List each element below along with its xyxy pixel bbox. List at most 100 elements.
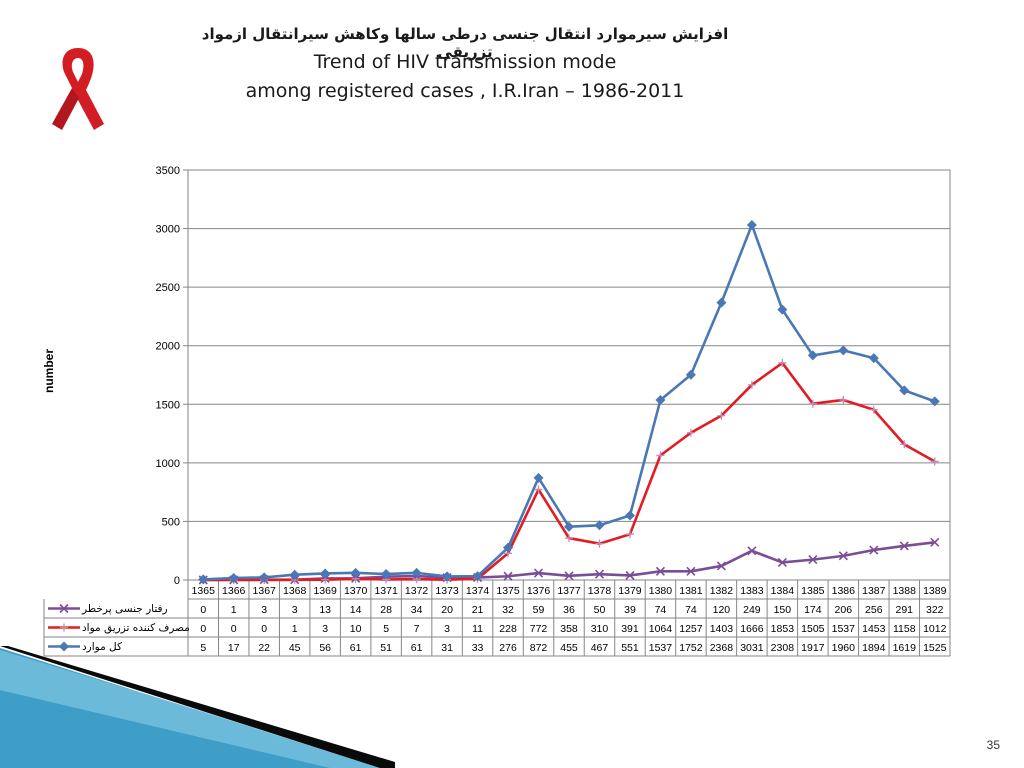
data-point <box>503 542 514 553</box>
data-point <box>442 571 453 582</box>
x-tick-label: 1366 <box>222 585 246 597</box>
table-cell: 61 <box>350 642 362 654</box>
data-point <box>655 566 666 576</box>
x-tick-label: 1380 <box>649 585 673 597</box>
data-point <box>564 521 574 532</box>
table-cell: 56 <box>319 642 331 654</box>
table-cell: 1 <box>292 623 298 635</box>
y-tick-label: 1500 <box>156 399 180 411</box>
x-tick-label: 1377 <box>557 585 581 597</box>
data-point <box>594 520 605 531</box>
y-tick-label: 2500 <box>156 282 180 294</box>
data-point <box>930 457 939 466</box>
table-cell: 2308 <box>771 642 795 654</box>
table-cell: 1917 <box>801 642 825 654</box>
table-cell: 7 <box>414 623 420 635</box>
x-tick-label: 1383 <box>740 585 764 597</box>
y-tick-label: 3500 <box>156 165 180 177</box>
data-point <box>777 304 788 315</box>
table-cell: 5 <box>200 642 206 654</box>
table-cell: 1012 <box>923 623 947 635</box>
plot-area <box>187 169 951 581</box>
table-cell: 0 <box>231 623 237 635</box>
table-cell: 3 <box>261 604 267 616</box>
data-point <box>868 353 879 364</box>
table-cell: 1666 <box>740 623 764 635</box>
x-tick-label: 1367 <box>253 585 277 597</box>
table-cell: 150 <box>774 604 792 616</box>
data-point <box>624 510 635 521</box>
table-cell: 249 <box>743 604 761 616</box>
y-tick-label: 3000 <box>156 224 180 236</box>
y-tick-label: 0 <box>174 575 180 587</box>
y-tick-label: 1000 <box>156 458 180 470</box>
table-cell: 74 <box>655 604 667 616</box>
data-point <box>533 472 544 483</box>
table-cell: 61 <box>411 642 423 654</box>
y-tick-label: 2000 <box>156 341 180 353</box>
legend-label: مصرف کننده تزریق مواد <box>82 622 190 634</box>
data-point <box>839 395 848 404</box>
y-tick-label: 500 <box>162 516 180 528</box>
data-point <box>595 539 604 548</box>
table-cell: 291 <box>896 604 914 616</box>
data-point <box>869 405 878 414</box>
series-line <box>203 361 936 582</box>
x-tick-label: 1386 <box>832 585 856 597</box>
title-english-line1: Trend of HIV transmission mode <box>313 51 617 73</box>
x-tick-label: 1372 <box>405 585 429 597</box>
legend-label: کل موارد <box>82 641 122 653</box>
table-cell: 59 <box>533 604 545 616</box>
table-cell: 1158 <box>893 623 916 635</box>
data-point <box>838 551 848 561</box>
data-point <box>686 428 695 437</box>
x-tick-label: 1387 <box>862 585 886 597</box>
table-cell: 206 <box>835 604 853 616</box>
data-point <box>564 571 574 581</box>
legend-marker <box>59 603 69 614</box>
table-cell: 174 <box>804 604 822 616</box>
table-cell: 10 <box>350 623 362 635</box>
table-cell: 2368 <box>710 642 734 654</box>
table-cell: 256 <box>865 604 883 616</box>
data-point <box>411 567 422 578</box>
table-cell: 31 <box>441 642 453 654</box>
x-tick-label: 1382 <box>710 585 734 597</box>
table-cell: 20 <box>441 604 453 616</box>
table-cell: 872 <box>530 642 548 654</box>
table-cell: 467 <box>591 642 609 654</box>
x-tick-label: 1368 <box>283 585 307 597</box>
table-cell: 3 <box>322 623 328 635</box>
table-cell: 28 <box>380 604 392 616</box>
data-point <box>929 396 940 407</box>
table-cell: 51 <box>380 642 392 654</box>
data-point <box>259 572 270 583</box>
table-cell: 3 <box>444 623 450 635</box>
data-point <box>686 566 696 576</box>
data-point <box>716 297 727 308</box>
data-point <box>228 573 239 584</box>
x-tick-label: 1385 <box>801 585 825 597</box>
data-point <box>381 569 392 580</box>
table-cell: 32 <box>502 604 514 616</box>
data-point <box>320 568 331 579</box>
data-point <box>747 380 756 389</box>
legend-marker <box>59 641 69 652</box>
table-cell: 1403 <box>710 623 734 635</box>
table-cell: 74 <box>685 604 697 616</box>
table-cell: 1960 <box>832 642 856 654</box>
table-cell: 1453 <box>862 623 886 635</box>
legend-marker <box>60 623 68 632</box>
table-cell: 1619 <box>893 642 917 654</box>
x-tick-label: 1378 <box>588 585 612 597</box>
data-point <box>534 485 543 494</box>
table-cell: 322 <box>926 604 944 616</box>
data-point <box>716 561 726 571</box>
table-cell: 39 <box>624 604 636 616</box>
data-point <box>777 557 787 567</box>
table-cell: 11 <box>472 623 483 635</box>
data-point <box>594 569 605 579</box>
data-point <box>289 569 300 580</box>
data-point <box>350 567 361 578</box>
